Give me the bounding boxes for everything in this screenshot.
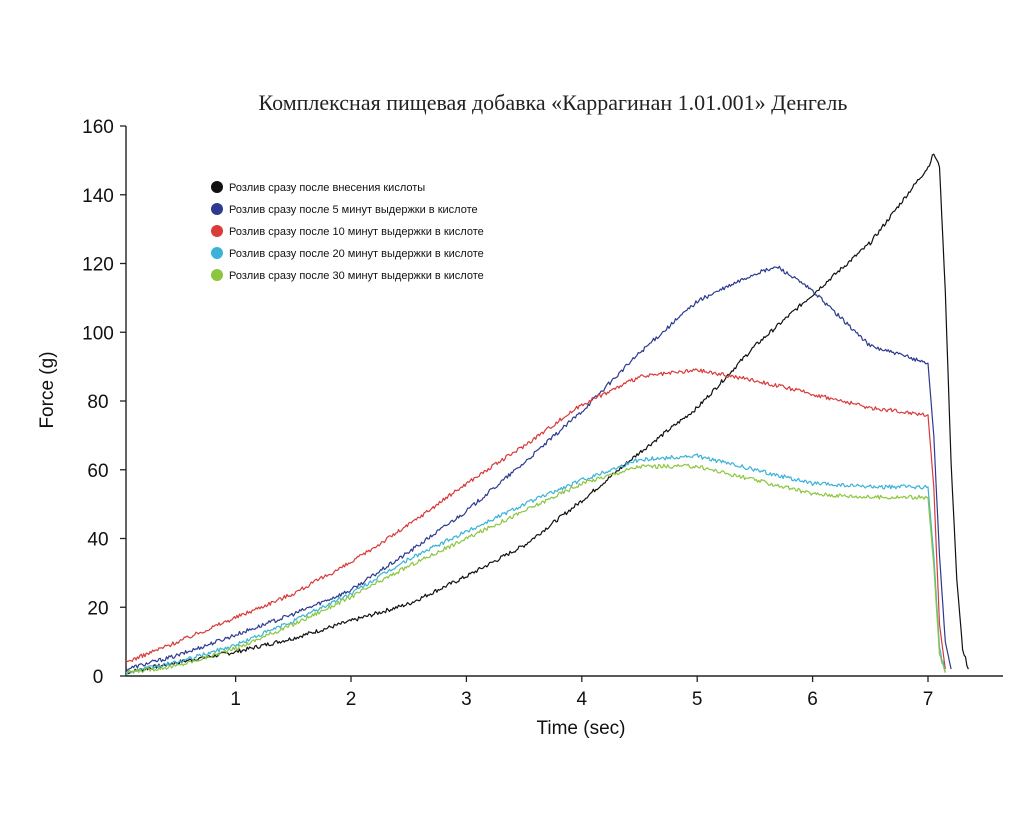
x-tick-label: 1 [230,689,241,710]
y-axis-label: Force (g) [37,351,58,428]
legend-label-5: Розлив сразу после 30 минут выдержки в к… [229,270,484,282]
x-tick-label: 4 [577,689,588,710]
series-lines [125,153,969,675]
y-tick-label: 80 [87,392,108,413]
y-tick-label: 40 [87,530,108,551]
x-tick-label: 5 [692,689,703,710]
y-tick-label: 20 [87,598,108,619]
x-axis-label: Time (sec) [536,718,625,739]
y-tick-label: 120 [82,255,114,276]
x-ticks: 1 2 3 4 5 6 7 [230,676,933,710]
y-tick-label: 0 [93,667,104,688]
chart-title: Комплексная пищевая добавка «Каррагинан … [259,90,848,115]
series-line-5 [125,463,946,674]
y-tick-label: 160 [82,117,114,138]
y-tick-label: 140 [82,186,114,207]
series-line-1 [125,153,969,675]
y-ticks: 0 20 40 60 80 100 120 140 160 [82,117,126,688]
series-line-3 [125,368,946,670]
x-tick-label: 7 [923,689,934,710]
legend-marker-4 [211,247,223,259]
legend-marker-5 [211,269,223,281]
legend: Розлив сразу после внесения кислоты Розли… [211,181,484,282]
legend-label-4: Розлив сразу после 20 минут выдержки в к… [229,248,484,260]
y-tick-label: 60 [87,461,108,482]
x-tick-label: 6 [807,689,818,710]
series-line-2 [125,265,952,672]
legend-label-3: Розлив сразу после 10 минут выдержки в к… [229,226,484,238]
legend-marker-1 [211,181,223,193]
x-tick-label: 2 [346,689,357,710]
x-tick-label: 3 [461,689,472,710]
legend-marker-2 [211,203,223,215]
legend-label-1: Розлив сразу после внесения кислоты [229,182,425,194]
series-line-4 [125,453,946,675]
y-tick-label: 100 [82,323,114,344]
plot-area: 0 20 40 60 80 100 120 140 160 1 2 3 4 5 6 7 [82,117,1003,710]
legend-marker-3 [211,225,223,237]
legend-label-2: Розлив сразу после 5 минут выдержки в ки… [229,204,478,216]
